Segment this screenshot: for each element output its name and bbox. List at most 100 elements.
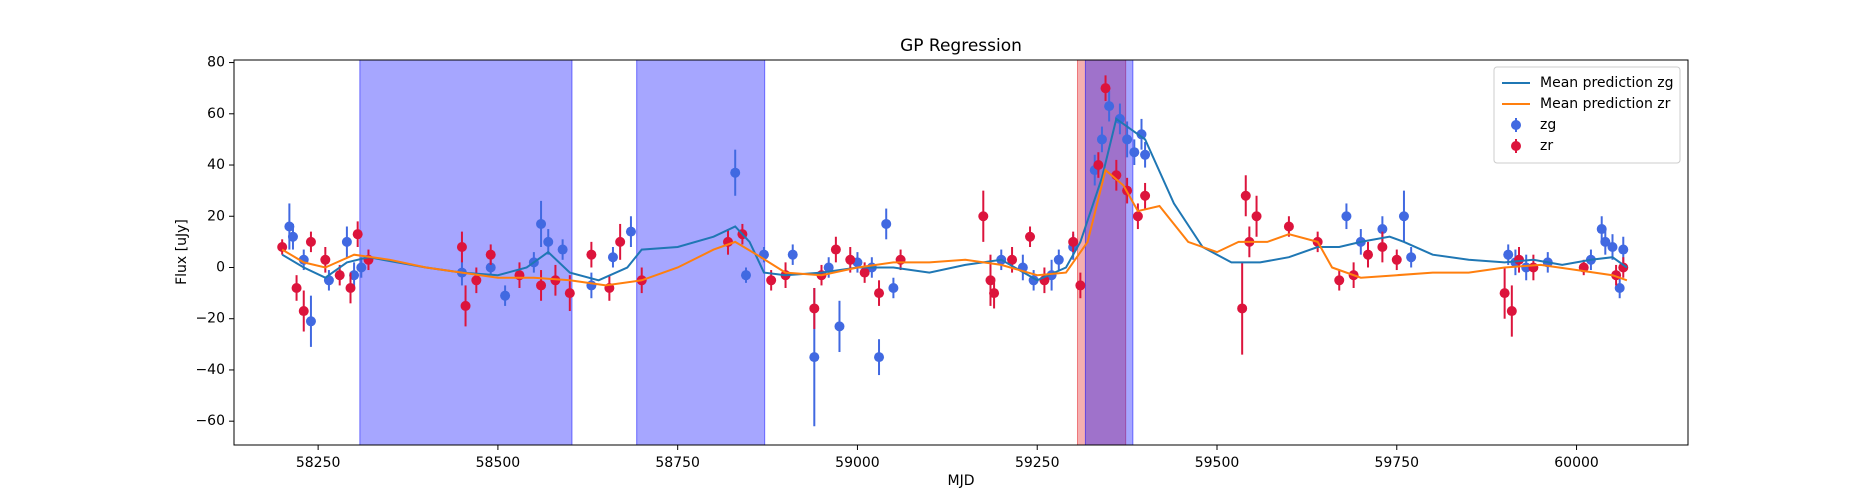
data-point (809, 352, 820, 363)
data-point (1377, 224, 1388, 235)
data-point (1506, 306, 1517, 317)
data-point (607, 252, 618, 263)
data-point (1614, 282, 1625, 293)
data-point (1499, 288, 1510, 299)
data-point (787, 249, 798, 260)
data-point (1136, 129, 1147, 140)
x-tick-label: 59500 (1195, 455, 1240, 471)
data-point (305, 236, 316, 247)
y-tick-label: 20 (207, 208, 225, 224)
data-point (485, 262, 496, 273)
x-axis-label: MJD (948, 473, 975, 489)
data-point (305, 316, 316, 327)
data-point (615, 236, 626, 247)
prediction-line (281, 168, 1628, 287)
chart-title: GP Regression (900, 36, 1022, 56)
x-tick-label: 60000 (1554, 455, 1599, 471)
legend-swatch (1511, 120, 1521, 130)
data-point (287, 231, 298, 242)
data-point (1007, 254, 1018, 265)
data-point (1341, 211, 1352, 222)
data-point (460, 300, 471, 311)
shaded-span (636, 60, 766, 445)
data-point (874, 352, 885, 363)
data-point (1503, 249, 1514, 260)
data-point (985, 275, 996, 286)
data-point (349, 270, 360, 281)
y-tick-label: −40 (195, 362, 225, 378)
data-point (1334, 275, 1345, 286)
data-point (859, 267, 870, 278)
data-point (1607, 241, 1618, 252)
data-point (284, 221, 295, 232)
data-point (341, 236, 352, 247)
data-point (1618, 244, 1629, 255)
data-point (1140, 190, 1151, 201)
data-point (550, 275, 561, 286)
axes-frame (233, 59, 1689, 446)
data-point (989, 288, 1000, 299)
legend-label: Mean prediction zg (1540, 75, 1674, 91)
prediction-line (281, 117, 1628, 282)
data-point (1096, 134, 1107, 145)
data-point (845, 254, 856, 265)
data-point (1528, 262, 1539, 273)
data-point (1240, 190, 1251, 201)
data-point (1398, 211, 1409, 222)
data-point (456, 241, 467, 252)
data-point (1283, 221, 1294, 232)
data-point (1251, 211, 1262, 222)
y-tick-label: 40 (207, 157, 225, 173)
data-point (881, 218, 892, 229)
legend-label: Mean prediction zr (1540, 96, 1671, 112)
data-point (345, 282, 356, 293)
data-point (823, 262, 834, 273)
data-point (320, 254, 331, 265)
data-point (978, 211, 989, 222)
data-point (730, 167, 741, 178)
y-axis-label: Flux [uJy] (174, 219, 190, 285)
x-tick-label: 59250 (1015, 455, 1060, 471)
data-point (1025, 231, 1036, 242)
data-point (291, 282, 302, 293)
y-tick-label: −20 (195, 311, 225, 327)
legend-label: zr (1540, 138, 1553, 154)
data-point (888, 282, 899, 293)
data-point (1391, 254, 1402, 265)
data-point (625, 226, 636, 237)
x-tick-label: 59750 (1374, 455, 1419, 471)
data-point (1618, 262, 1629, 273)
data-point (485, 249, 496, 260)
data-point (766, 275, 777, 286)
data-point (1114, 113, 1125, 124)
data-point (874, 288, 885, 299)
data-point (557, 244, 568, 255)
data-point (809, 303, 820, 314)
legend-swatch (1511, 141, 1521, 151)
data-point (830, 244, 841, 255)
y-tick-label: 0 (216, 259, 225, 275)
legend-box (1493, 66, 1681, 164)
data-point (1122, 134, 1133, 145)
data-point (1104, 101, 1115, 112)
data-point (1140, 149, 1151, 160)
data-point (1363, 249, 1374, 260)
data-point (1053, 254, 1064, 265)
data-point (1406, 252, 1417, 263)
data-point (1600, 236, 1611, 247)
data-point (586, 249, 597, 260)
data-point (352, 229, 363, 240)
data-point (1596, 224, 1607, 235)
plot-area (277, 60, 1629, 445)
y-tick-label: 60 (207, 106, 225, 122)
data-point (1093, 160, 1104, 171)
data-point (356, 262, 367, 273)
data-point (1237, 303, 1248, 314)
data-point (471, 275, 482, 286)
y-tick-label: −60 (195, 413, 225, 429)
y-tick-label: 80 (207, 55, 225, 71)
data-point (740, 270, 751, 281)
x-tick-label: 58500 (476, 455, 521, 471)
data-point (334, 270, 345, 281)
